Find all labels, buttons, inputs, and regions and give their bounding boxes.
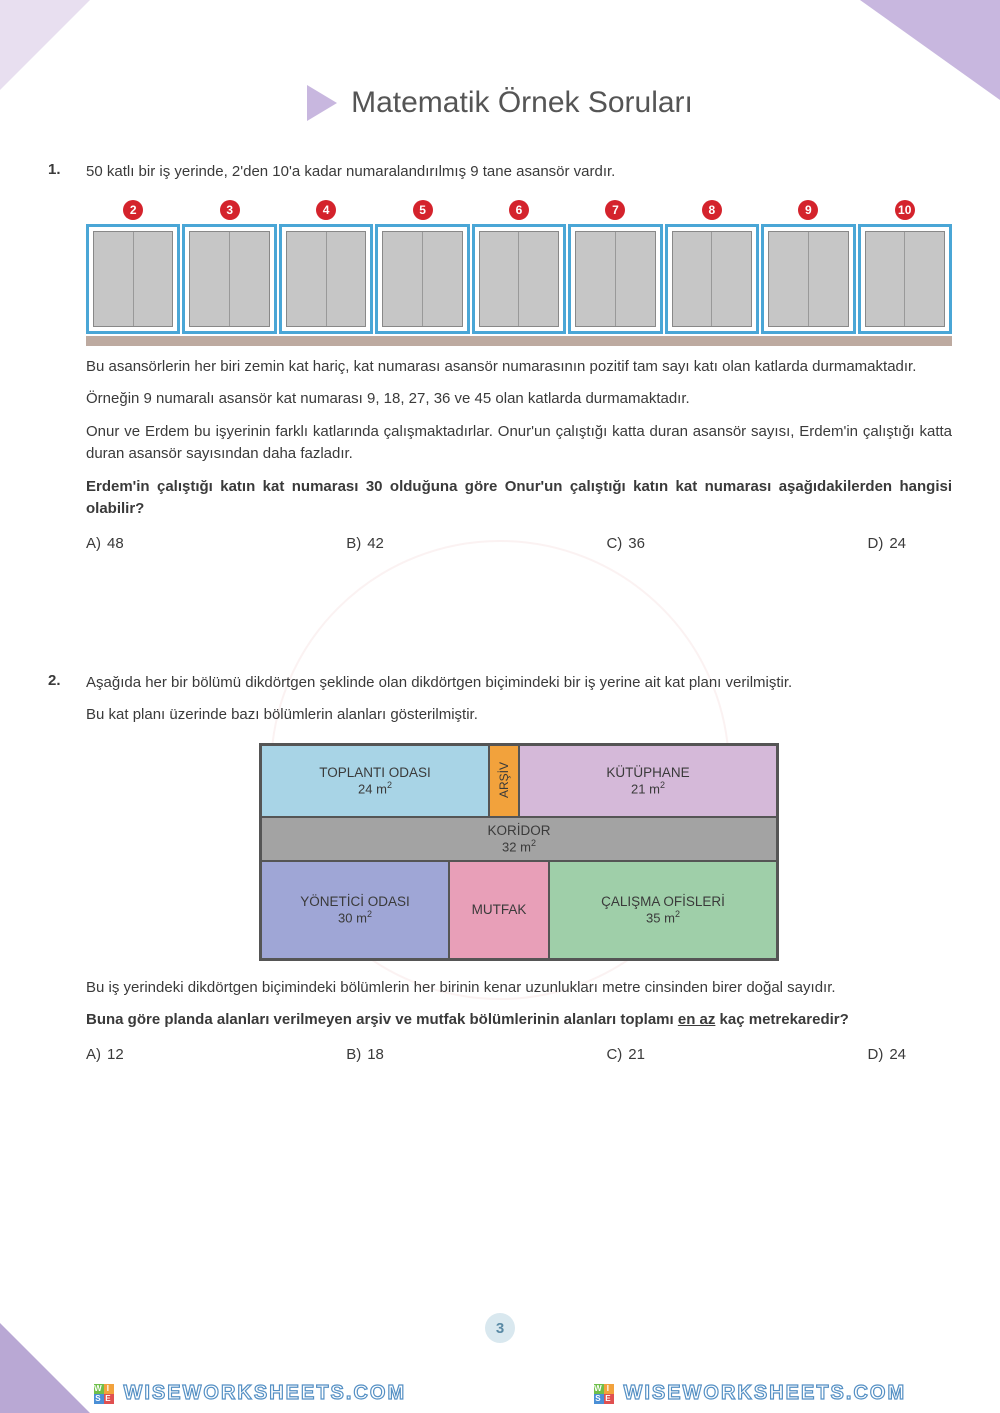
question-1: 1. 50 katlı bir iş yerinde, 2'den 10'a k… (48, 161, 952, 552)
q2-question: Buna göre planda alanları verilmeyen arş… (86, 1009, 952, 1032)
elevator-badge: 4 (316, 200, 336, 220)
q2-p1: Bu iş yerindeki dikdörtgen biçimindeki b… (86, 977, 952, 1000)
elevator-badge: 8 (702, 200, 722, 220)
q1-options: A)48 B)42 C)36 D)24 (86, 535, 906, 552)
q2-option-c[interactable]: C)21 (606, 1046, 645, 1063)
room-koridor: KORİDOR 32 m2 (261, 817, 777, 861)
q1-option-b[interactable]: B)42 (346, 535, 384, 552)
q1-p1: Bu asansörlerin her biri zemin kat hariç… (86, 356, 952, 379)
page-title: Matematik Örnek Soruları (351, 86, 693, 120)
q2-intro: Aşağıda her bir bölümü dikdörtgen şeklin… (86, 672, 952, 695)
elevator-7: 7 (568, 200, 662, 334)
corner-decoration-tr (860, 0, 1000, 100)
elevator-badge: 9 (798, 200, 818, 220)
elevator-badge: 10 (895, 200, 915, 220)
elevator-badge: 2 (123, 200, 143, 220)
corner-decoration-tl (0, 0, 90, 90)
q1-question: Erdem'in çalıştığı katın kat numarası 30… (86, 476, 952, 521)
room-arsiv: ARŞİV (489, 745, 519, 817)
elevator-badge: 5 (413, 200, 433, 220)
room-mutfak: MUTFAK (449, 861, 549, 959)
room-yonetici: YÖNETİCİ ODASI 30 m2 (261, 861, 449, 959)
q2-options: A)12 B)18 C)21 D)24 (86, 1046, 906, 1063)
room-kutuphane: KÜTÜPHANE 21 m2 (519, 745, 777, 817)
elevator-5: 5 (375, 200, 469, 334)
elevator-badge: 6 (509, 200, 529, 220)
elevator-3: 3 (182, 200, 276, 334)
q1-option-d[interactable]: D)24 (867, 535, 906, 552)
triangle-icon (307, 85, 337, 121)
q2-option-b[interactable]: B)18 (346, 1046, 384, 1063)
elevator-10: 10 (858, 200, 952, 334)
elevator-9: 9 (761, 200, 855, 334)
page-number: 3 (485, 1313, 515, 1343)
question-2: 2. Aşağıda her bir bölümü dikdörtgen şek… (48, 672, 952, 1063)
q1-intro: 50 katlı bir iş yerinde, 2'den 10'a kada… (86, 161, 952, 184)
q2-option-a[interactable]: A)12 (86, 1046, 124, 1063)
elevator-badge: 3 (220, 200, 240, 220)
elevator-badge: 7 (605, 200, 625, 220)
q1-p2: Örneğin 9 numaralı asansör kat numarası … (86, 388, 952, 411)
elevator-6: 6 (472, 200, 566, 334)
q1-option-c[interactable]: C)36 (606, 535, 645, 552)
page-header: Matematik Örnek Soruları (0, 0, 1000, 161)
elevator-diagram: 2 3 4 5 6 7 8 9 10 (86, 200, 952, 346)
room-toplanti: TOPLANTI ODASI 24 m2 (261, 745, 489, 817)
footer-watermark: WISE WISEWORKSHEETS.COM WISE WISEWORKSHE… (0, 1382, 1000, 1405)
elevator-4: 4 (279, 200, 373, 334)
elevator-2: 2 (86, 200, 180, 334)
q2-option-d[interactable]: D)24 (867, 1046, 906, 1063)
q2-sub: Bu kat planı üzerinde bazı bölümlerin al… (86, 704, 952, 727)
question-number: 1. (48, 161, 72, 552)
floorplan-diagram: TOPLANTI ODASI 24 m2 ARŞİV KÜTÜPHANE 21 … (259, 743, 779, 961)
room-calisma: ÇALIŞMA OFİSLERİ 35 m2 (549, 861, 777, 959)
q1-option-a[interactable]: A)48 (86, 535, 124, 552)
question-number: 2. (48, 672, 72, 1063)
elevator-8: 8 (665, 200, 759, 334)
q1-p3: Onur ve Erdem bu işyerinin farklı katlar… (86, 421, 952, 466)
